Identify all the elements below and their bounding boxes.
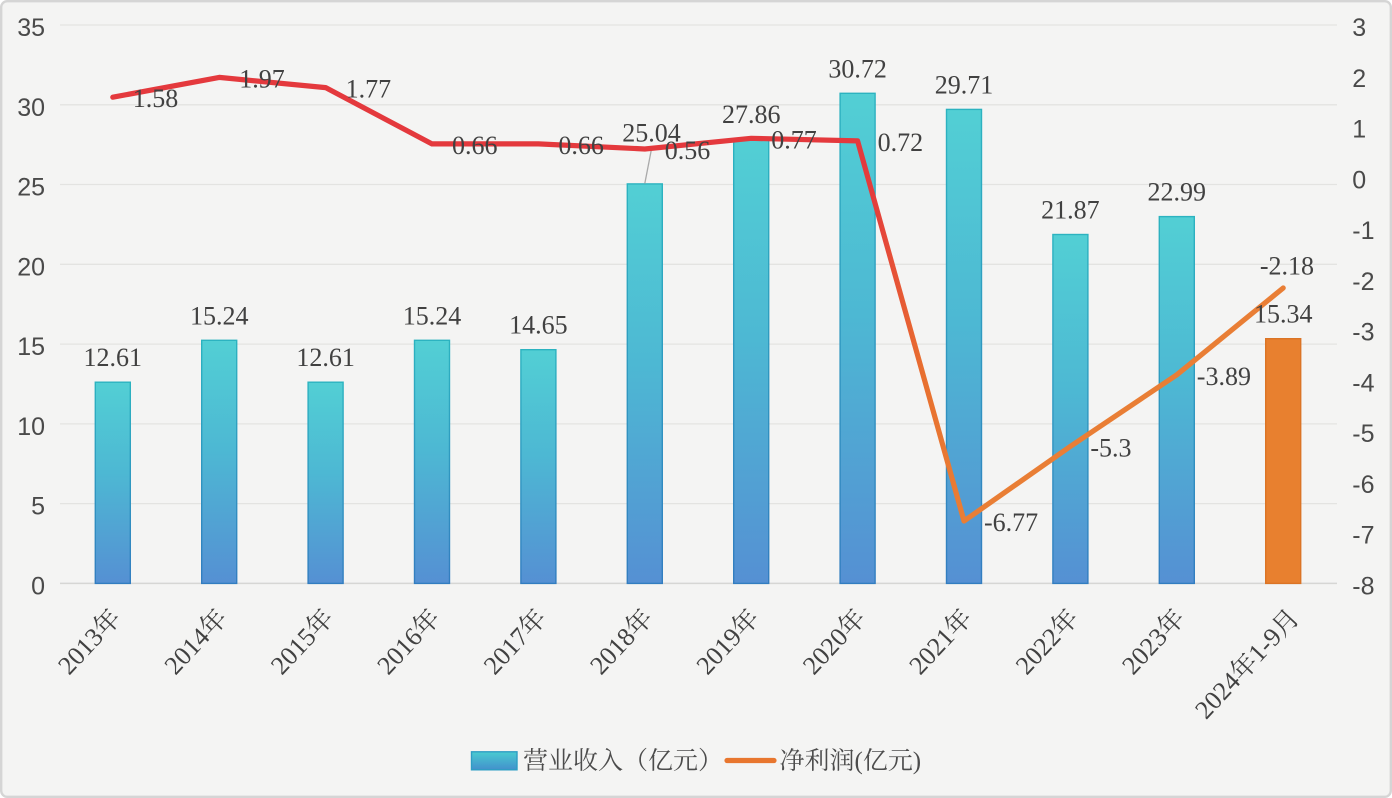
svg-text:): ) <box>913 748 921 775</box>
svg-text:30: 30 <box>17 94 45 122</box>
svg-text:1.77: 1.77 <box>346 75 392 104</box>
svg-text:-4: -4 <box>1352 369 1374 397</box>
svg-text:0.66: 0.66 <box>452 131 498 160</box>
svg-text:21.87: 21.87 <box>1041 196 1100 225</box>
svg-text:15.24: 15.24 <box>190 301 249 330</box>
svg-text:10: 10 <box>17 413 45 441</box>
svg-text:15: 15 <box>17 333 45 361</box>
svg-text:-8: -8 <box>1352 572 1374 600</box>
svg-text:-3: -3 <box>1352 319 1374 347</box>
svg-text:5: 5 <box>31 493 45 521</box>
svg-text:15.24: 15.24 <box>403 301 462 330</box>
svg-text:25: 25 <box>17 174 45 202</box>
svg-text:27.86: 27.86 <box>722 100 781 129</box>
svg-text:0.77: 0.77 <box>771 125 817 154</box>
svg-text:-2.18: -2.18 <box>1260 252 1314 281</box>
svg-text:25.04: 25.04 <box>622 119 681 148</box>
svg-text:-1: -1 <box>1352 217 1374 245</box>
svg-text:1: 1 <box>1352 116 1366 144</box>
svg-text:-2: -2 <box>1352 268 1374 296</box>
svg-text:15.34: 15.34 <box>1254 300 1313 329</box>
svg-text:20: 20 <box>17 253 45 281</box>
svg-text:12.61: 12.61 <box>84 343 143 372</box>
svg-text:-6: -6 <box>1352 471 1374 499</box>
svg-text:29.71: 29.71 <box>935 70 994 99</box>
svg-text:(: ( <box>855 748 863 775</box>
svg-text:2: 2 <box>1352 65 1366 93</box>
svg-text:0.72: 0.72 <box>878 128 924 157</box>
svg-text:0: 0 <box>1352 166 1366 194</box>
svg-text:-6.77: -6.77 <box>984 508 1038 537</box>
svg-text:22.99: 22.99 <box>1148 178 1207 207</box>
svg-text:3: 3 <box>1352 14 1366 42</box>
svg-text:12.61: 12.61 <box>296 343 355 372</box>
svg-text:35: 35 <box>17 14 45 42</box>
svg-text:0.66: 0.66 <box>558 131 604 160</box>
svg-text:-3.89: -3.89 <box>1197 362 1251 391</box>
svg-text:1.58: 1.58 <box>133 84 179 113</box>
svg-text:30.72: 30.72 <box>828 54 887 83</box>
svg-text:14.65: 14.65 <box>509 311 568 340</box>
svg-text:0.56: 0.56 <box>665 136 711 165</box>
svg-text:-5.3: -5.3 <box>1090 433 1131 462</box>
svg-text:-5: -5 <box>1352 420 1374 448</box>
svg-text:-7: -7 <box>1352 522 1374 550</box>
svg-text:0: 0 <box>31 572 45 600</box>
svg-text:1.97: 1.97 <box>239 64 285 93</box>
